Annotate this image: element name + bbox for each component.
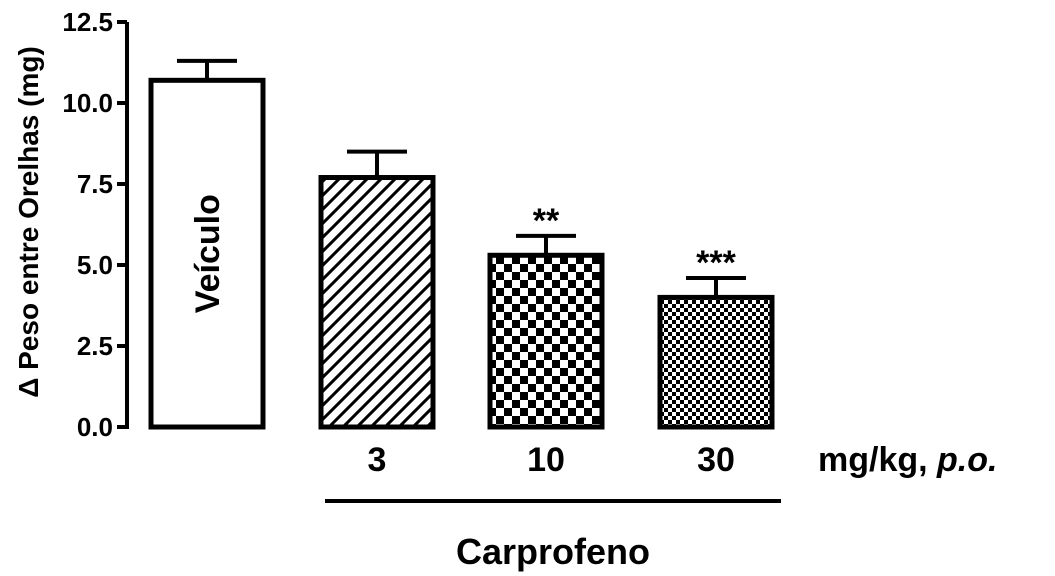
group-label: Carprofeno <box>456 531 650 572</box>
bar <box>657 294 775 430</box>
unit-label: mg/kg, p.o. <box>818 441 997 479</box>
y-axis: 0.0 2.5 5.0 7.5 10.0 12.5 <box>62 7 129 442</box>
y-tick-label: 10.0 <box>62 88 113 118</box>
labels-group: Veículo 3 ** 10 *** 30 <box>189 194 737 479</box>
unit-label-text: mg/kg, <box>818 441 928 479</box>
category-label: 30 <box>697 441 735 479</box>
bar-inner-label: Veículo <box>189 194 227 313</box>
y-axis-title: Δ Peso entre Orelhas (mg) <box>13 46 44 398</box>
y-tick-label: 2.5 <box>77 331 113 361</box>
bars-group <box>148 58 775 430</box>
bar <box>148 77 266 430</box>
category-label: 10 <box>527 441 565 479</box>
y-tick-label: 7.5 <box>77 169 113 199</box>
unit-label-italic: p.o. <box>936 441 997 479</box>
bar <box>318 175 436 430</box>
y-tick-label: 12.5 <box>62 7 113 37</box>
bar <box>487 252 605 430</box>
significance-label: ** <box>533 202 560 240</box>
significance-label: *** <box>696 244 736 282</box>
y-tick-label: 0.0 <box>77 412 113 442</box>
category-label: 3 <box>368 441 387 479</box>
y-tick-label: 5.0 <box>77 250 113 280</box>
